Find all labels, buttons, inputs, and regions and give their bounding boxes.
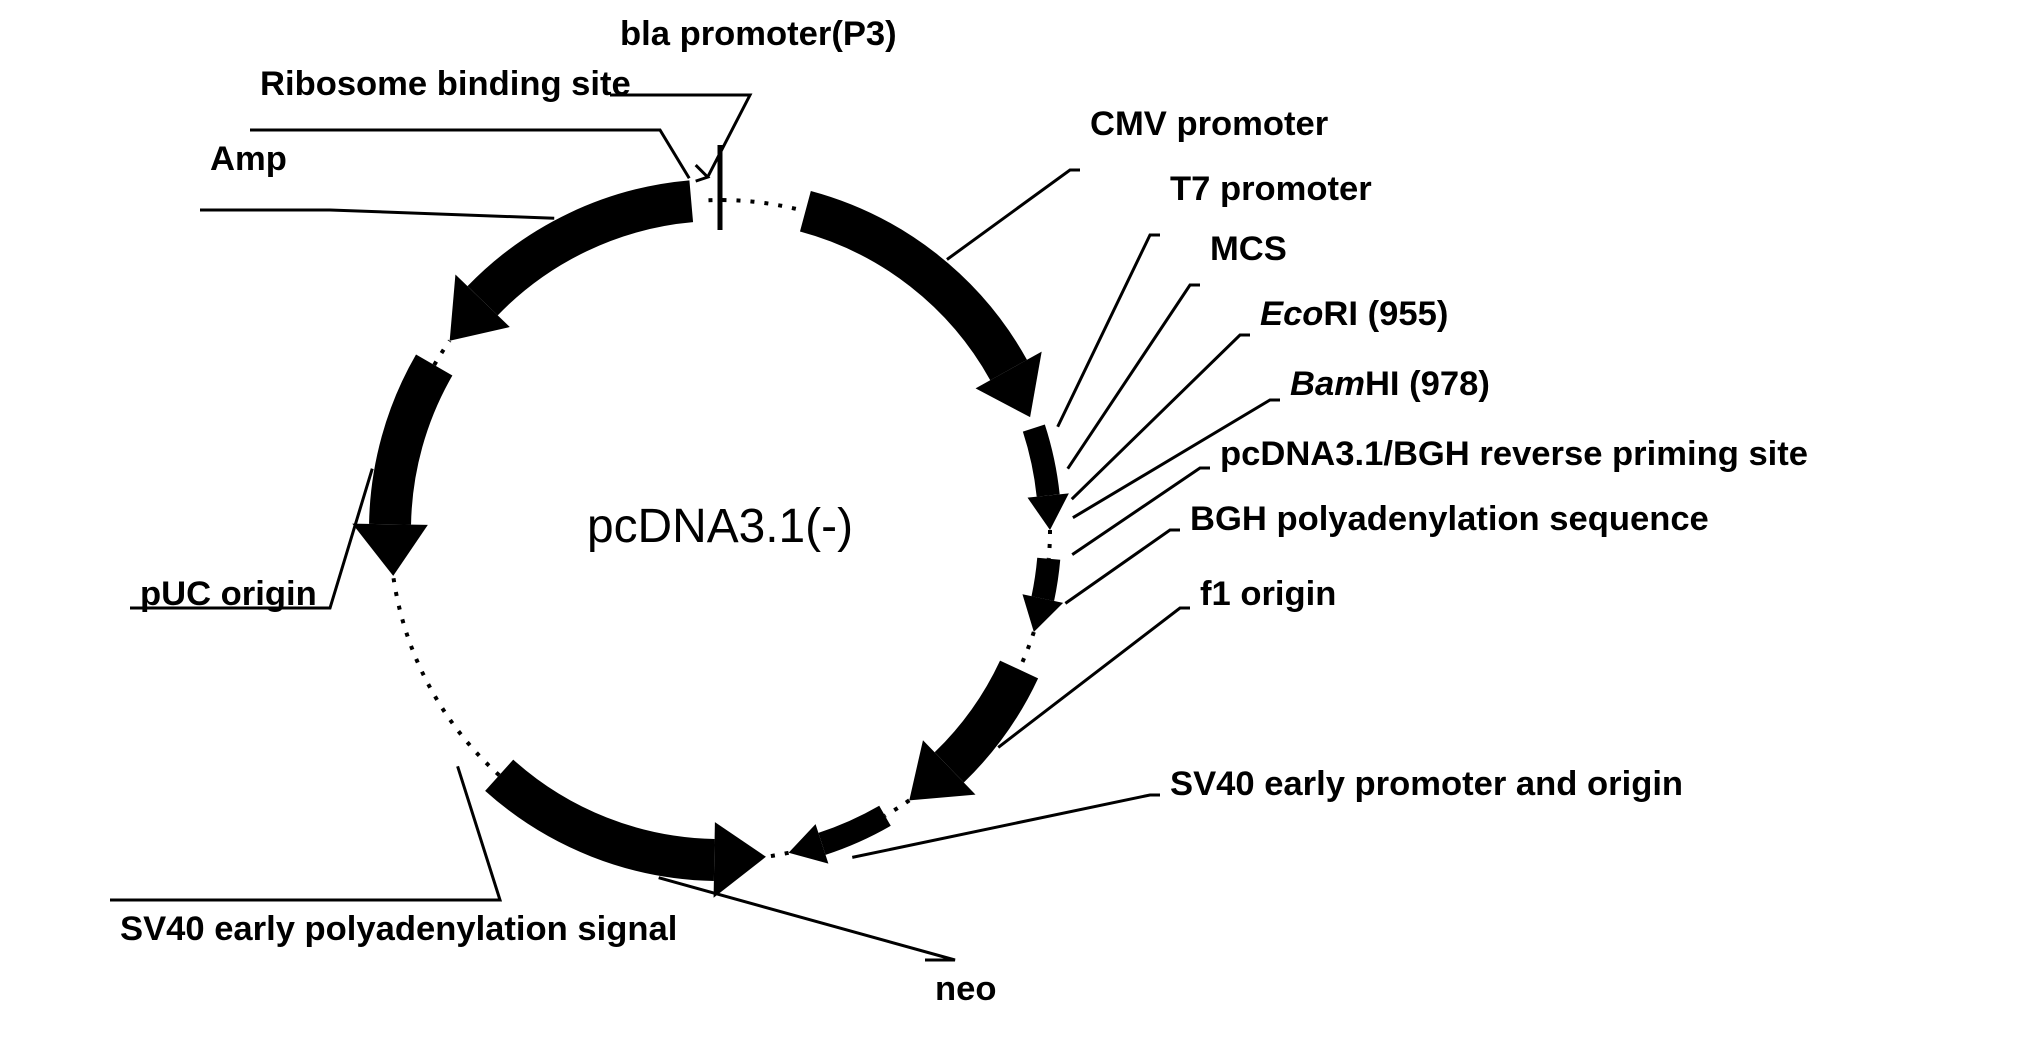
label-mcs: MCS — [1210, 230, 1287, 268]
ring-gap — [393, 576, 499, 775]
segment-neo-arrow — [714, 822, 766, 898]
label-f1: f1 origin — [1200, 575, 1336, 613]
leader-cmv — [947, 170, 1080, 260]
plasmid-name: pcDNA3.1(-) — [587, 500, 853, 553]
bla-arrowhead — [696, 165, 708, 181]
plasmid-map: pcDNA3.1(-) bla promoter(P3) Ribosome bind… — [0, 0, 2021, 1059]
label-puc: pUC origin — [140, 575, 317, 613]
label-bghpolya: BGH polyadenylation sequence — [1190, 500, 1709, 538]
segment-t7mcs — [1034, 428, 1048, 495]
label-amp: Amp — [210, 140, 287, 178]
ring-gap — [766, 853, 789, 857]
segment-neo — [499, 775, 714, 860]
leader-amp — [200, 210, 554, 218]
segment-f1 — [949, 669, 1019, 767]
label-sv40polya: SV40 early polyadenylation signal — [120, 910, 677, 948]
leader-sv40prom — [852, 795, 1160, 857]
ring-gap — [885, 800, 909, 815]
label-sv40prom: SV40 early promoter and origin — [1170, 765, 1683, 803]
leader-rbs — [250, 130, 689, 178]
leader-bghpolya — [1065, 530, 1180, 603]
segment-t7mcs-arrow — [1028, 493, 1069, 530]
segment-bgh-arrow — [1022, 594, 1063, 632]
leader-ecori — [1072, 335, 1250, 499]
segment-puc — [390, 365, 434, 524]
leader-mcs — [1068, 285, 1200, 469]
ring-gap — [434, 341, 449, 365]
label-ecori: EcoRI (955) — [1260, 295, 1448, 333]
leader-sv40polya — [110, 766, 500, 900]
label-bamhi: BamHI (978) — [1290, 365, 1490, 403]
label-rbs: Ribosome binding site — [260, 65, 631, 103]
segment-sv40p — [822, 816, 885, 844]
ring-gap — [708, 200, 805, 211]
label-revprime: pcDNA3.1/BGH reverse priming site — [1220, 435, 1808, 473]
ring-gap — [1019, 632, 1034, 669]
label-neo: neo — [935, 970, 996, 1008]
label-bla: bla promoter(P3) — [620, 15, 897, 53]
leader-t7 — [1058, 235, 1160, 427]
leader-neo — [659, 878, 955, 960]
segment-bgh — [1043, 559, 1049, 599]
label-cmv: CMV promoter — [1090, 105, 1328, 143]
label-t7: T7 promoter — [1170, 170, 1372, 208]
segment-puc-arrow — [352, 524, 428, 576]
ring-gap — [1049, 530, 1050, 559]
